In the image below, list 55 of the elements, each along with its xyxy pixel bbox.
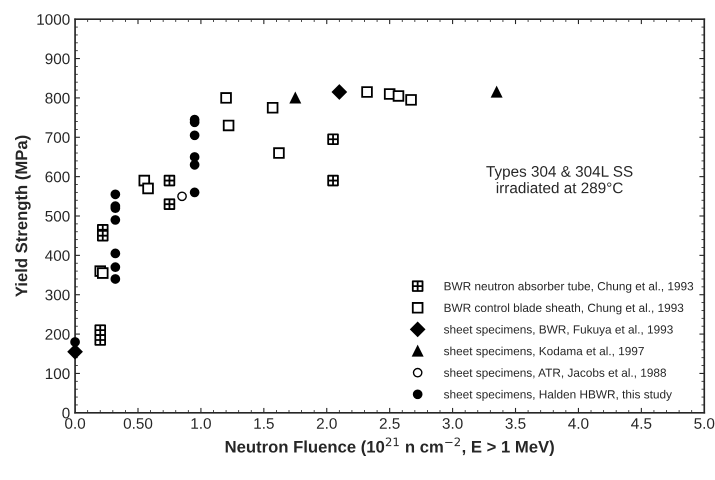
x-tick-label: 0.50 bbox=[124, 418, 152, 429]
point bbox=[96, 267, 109, 279]
y-tick-label: 500 bbox=[45, 210, 70, 222]
point bbox=[361, 86, 373, 98]
legend-label: sheet specimens, Halden HBWR, this study bbox=[444, 390, 672, 401]
point bbox=[190, 188, 200, 198]
legend-label: sheet specimens, Kodama et al., 1997 bbox=[444, 346, 644, 358]
x-tick-label: 4.0 bbox=[568, 418, 588, 429]
y-tick-label: 100 bbox=[46, 368, 70, 380]
y-tick-label: 300 bbox=[45, 290, 70, 300]
y-tick-label: 200 bbox=[45, 328, 70, 340]
point bbox=[70, 337, 80, 347]
point bbox=[220, 92, 232, 104]
y-tick-label: 400 bbox=[45, 250, 70, 262]
point bbox=[273, 147, 285, 159]
point bbox=[190, 130, 200, 140]
point bbox=[222, 120, 234, 132]
point bbox=[110, 262, 120, 272]
point bbox=[142, 182, 154, 194]
y-tick-label: 600 bbox=[46, 172, 70, 182]
point bbox=[68, 344, 83, 360]
x-tick-label: 4.5 bbox=[631, 418, 652, 429]
legend-label: BWR control blade sheath, Chung et al., 1993 bbox=[444, 303, 684, 314]
point bbox=[491, 86, 502, 98]
point bbox=[332, 84, 347, 100]
point bbox=[110, 189, 120, 200]
point bbox=[110, 274, 120, 284]
y-tick-label: 1000 bbox=[37, 14, 70, 25]
x-tick-label: 2.5 bbox=[380, 418, 400, 429]
point bbox=[177, 191, 187, 202]
point bbox=[110, 215, 120, 225]
y-axis-title: Yield Strength (MPa) bbox=[15, 136, 31, 297]
point bbox=[290, 92, 301, 104]
x-tick-label: 2.0 bbox=[316, 418, 337, 429]
x-tick-label: 1.0 bbox=[191, 418, 211, 429]
point bbox=[110, 248, 120, 258]
y-tick-label: 0 bbox=[62, 408, 70, 418]
x-tick-label: 3.0 bbox=[442, 418, 463, 429]
legend-label: sheet specimens, ATR, Jacobs et al., 1988 bbox=[444, 368, 666, 380]
legend-label: BWR neutron absorber tube, Chung et al., 1993 bbox=[444, 282, 694, 293]
y-tick-label: 700 bbox=[46, 132, 70, 143]
y-tick-label: 800 bbox=[45, 92, 70, 104]
x-tick-label: 0.0 bbox=[65, 418, 86, 429]
point bbox=[266, 102, 278, 114]
annotation: Types 304 & 304L SS irradiated at 289°C bbox=[486, 166, 632, 194]
point bbox=[405, 94, 417, 106]
point bbox=[190, 160, 200, 170]
point bbox=[392, 90, 404, 102]
x-axis-title: Neutron Fluence (10$^{21}$ n cm$^{−2}$, E > 1 MeV) bbox=[226, 437, 554, 456]
x-tick-label: 5.0 bbox=[694, 418, 714, 429]
x-tick-label: 3.5 bbox=[505, 418, 526, 429]
y-tick-label: 900 bbox=[45, 53, 70, 64]
point bbox=[190, 152, 200, 162]
x-tick-label: 1.5 bbox=[254, 418, 274, 429]
legend-label: sheet specimens, BWR, Fukuya et al., 1993 bbox=[444, 324, 673, 336]
